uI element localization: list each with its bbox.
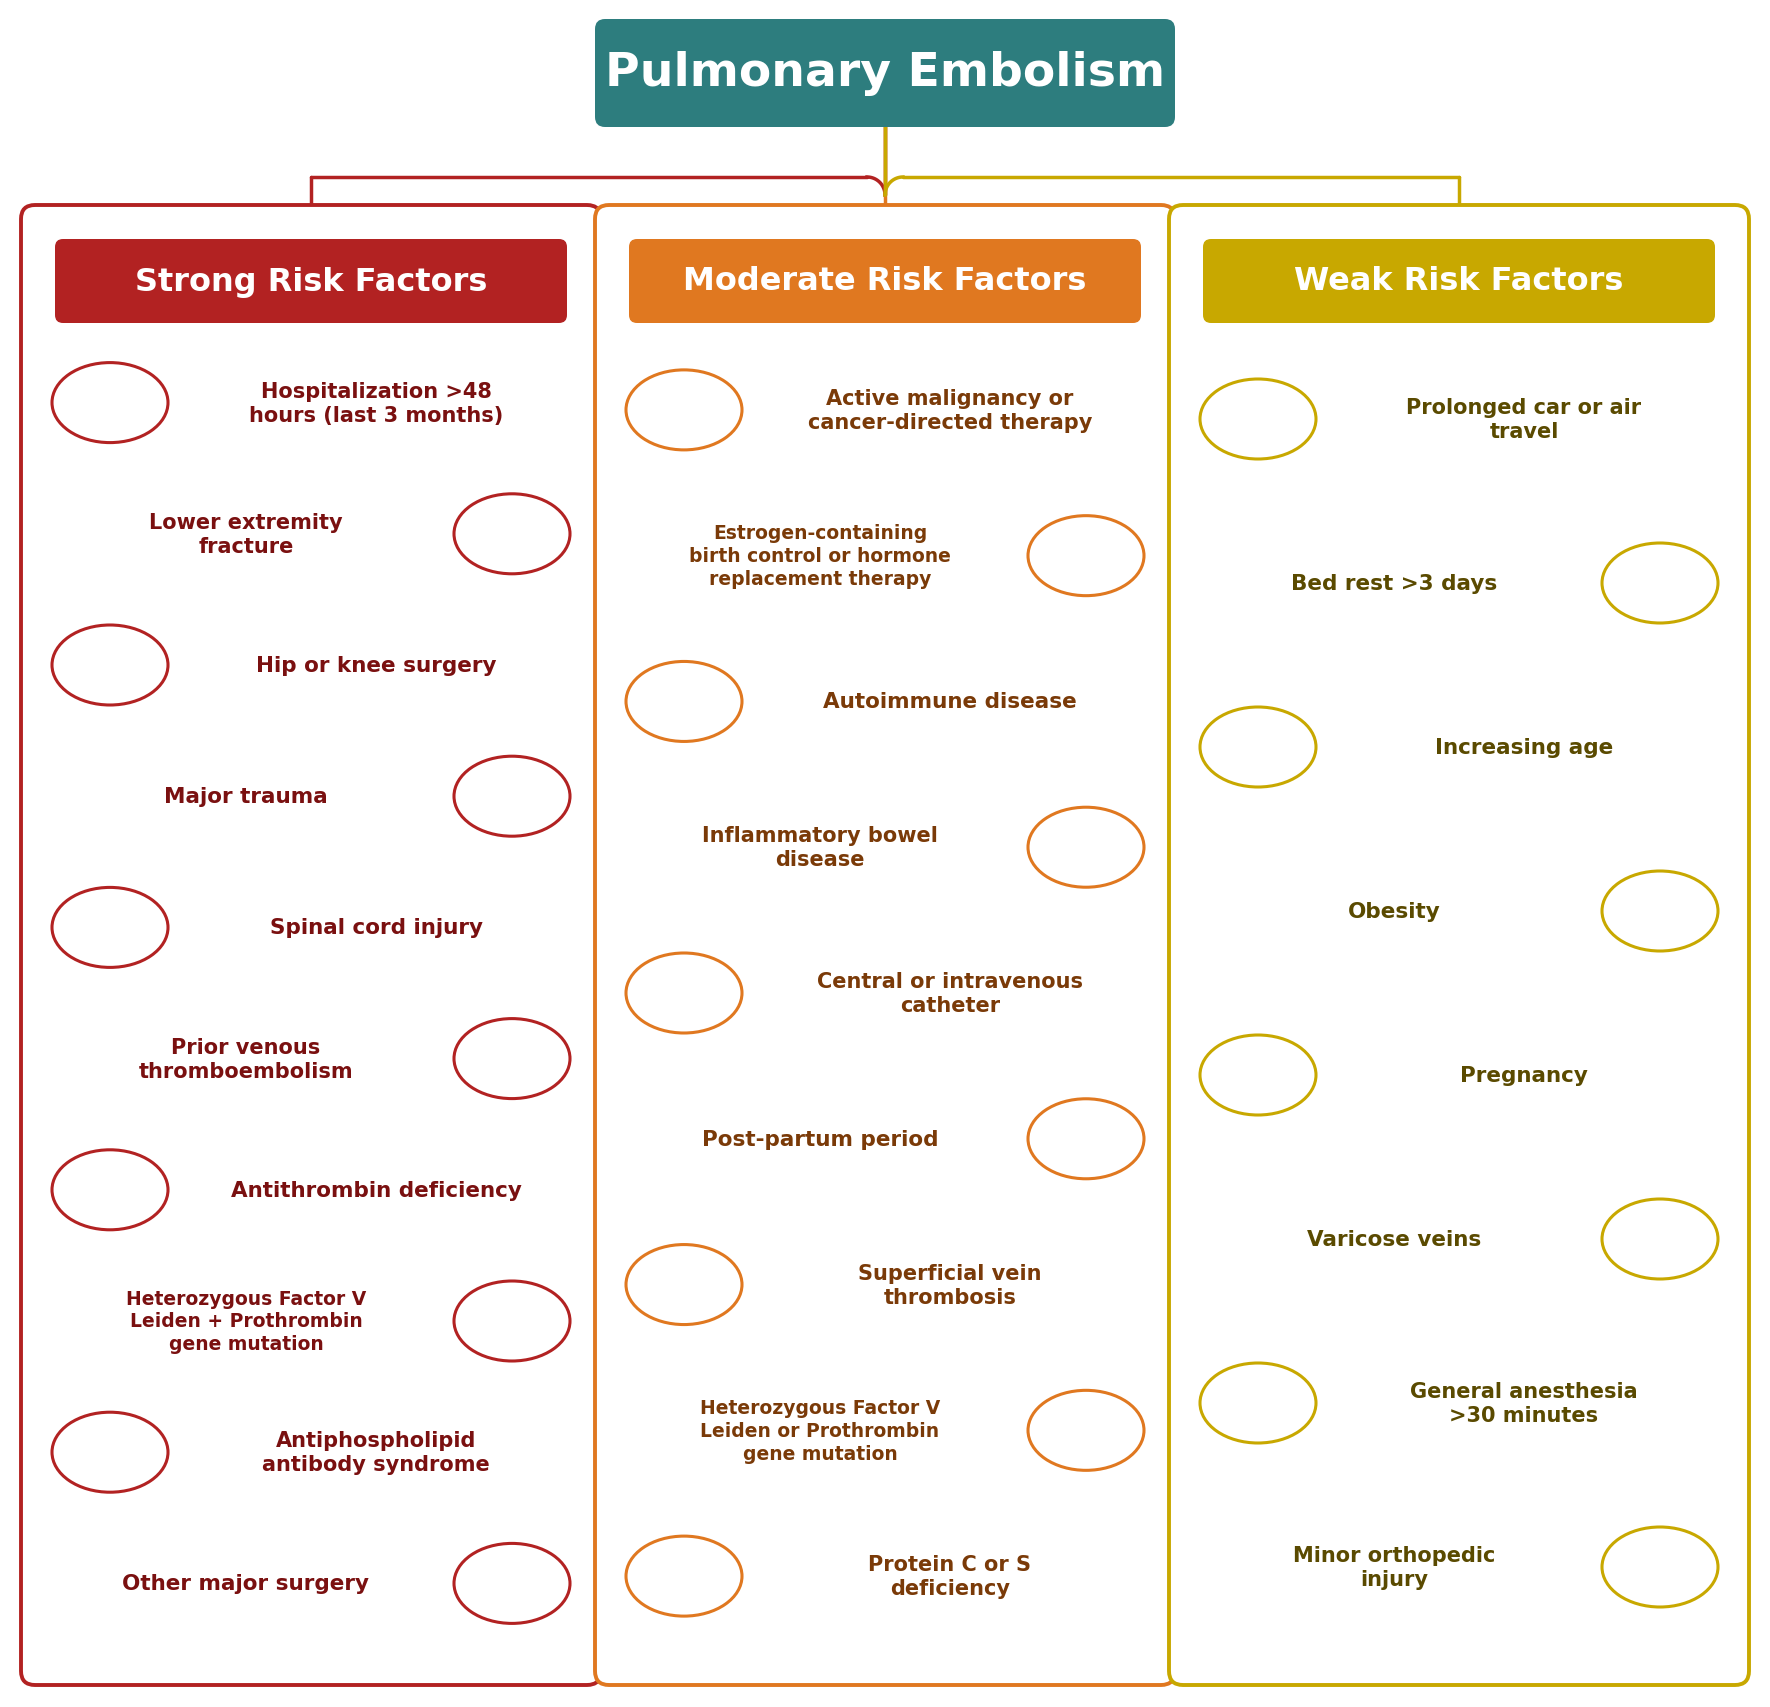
Ellipse shape: [51, 1151, 168, 1231]
Text: Other major surgery: Other major surgery: [122, 1574, 370, 1593]
Text: Lower extremity
fracture: Lower extremity fracture: [149, 512, 343, 556]
Text: Spinal cord injury: Spinal cord injury: [269, 918, 483, 937]
Text: Bed rest >3 days: Bed rest >3 days: [1290, 574, 1497, 594]
Ellipse shape: [453, 1019, 570, 1099]
Ellipse shape: [1200, 1364, 1317, 1442]
Ellipse shape: [627, 662, 742, 743]
Ellipse shape: [627, 1244, 742, 1325]
FancyBboxPatch shape: [628, 241, 1142, 324]
Text: Central or intravenous
catheter: Central or intravenous catheter: [818, 971, 1083, 1016]
Ellipse shape: [1028, 1391, 1143, 1470]
Ellipse shape: [453, 1282, 570, 1360]
Ellipse shape: [1028, 807, 1143, 888]
FancyBboxPatch shape: [595, 207, 1175, 1685]
Text: General anesthesia
>30 minutes: General anesthesia >30 minutes: [1411, 1381, 1637, 1425]
Text: Hospitalization >48
hours (last 3 months): Hospitalization >48 hours (last 3 months…: [250, 381, 503, 425]
Text: Obesity: Obesity: [1347, 901, 1441, 922]
Ellipse shape: [1602, 545, 1719, 623]
Text: Estrogen-containing
birth control or hormone
replacement therapy: Estrogen-containing birth control or hor…: [689, 524, 950, 589]
Ellipse shape: [453, 756, 570, 836]
Text: Hip or knee surgery: Hip or knee surgery: [255, 655, 496, 676]
Ellipse shape: [627, 954, 742, 1033]
Ellipse shape: [627, 370, 742, 451]
Ellipse shape: [1028, 516, 1143, 596]
Text: Heterozygous Factor V
Leiden + Prothrombin
gene mutation: Heterozygous Factor V Leiden + Prothromb…: [126, 1289, 366, 1354]
Text: Autoimmune disease: Autoimmune disease: [823, 691, 1076, 712]
Ellipse shape: [1200, 1036, 1317, 1115]
FancyBboxPatch shape: [55, 241, 566, 324]
Ellipse shape: [51, 1412, 168, 1492]
Text: Prior venous
thromboembolism: Prior venous thromboembolism: [138, 1036, 354, 1081]
FancyBboxPatch shape: [21, 207, 602, 1685]
Text: Increasing age: Increasing age: [1435, 737, 1612, 758]
Ellipse shape: [1028, 1099, 1143, 1180]
Text: Varicose veins: Varicose veins: [1306, 1229, 1481, 1250]
Text: Minor orthopedic
injury: Minor orthopedic injury: [1292, 1545, 1496, 1589]
Text: Protein C or S
deficiency: Protein C or S deficiency: [869, 1553, 1032, 1598]
Text: Active malignancy or
cancer-directed therapy: Active malignancy or cancer-directed the…: [807, 389, 1092, 432]
Text: Moderate Risk Factors: Moderate Risk Factors: [683, 266, 1087, 297]
Text: Major trauma: Major trauma: [165, 787, 327, 807]
Text: Strong Risk Factors: Strong Risk Factors: [135, 266, 487, 297]
Ellipse shape: [1602, 1528, 1719, 1606]
Text: Heterozygous Factor V
Leiden or Prothrombin
gene mutation: Heterozygous Factor V Leiden or Prothrom…: [699, 1398, 940, 1463]
FancyBboxPatch shape: [1204, 241, 1715, 324]
Ellipse shape: [51, 888, 168, 968]
Text: Pregnancy: Pregnancy: [1460, 1065, 1588, 1086]
FancyBboxPatch shape: [1168, 207, 1749, 1685]
Text: Antithrombin deficiency: Antithrombin deficiency: [230, 1180, 522, 1200]
Ellipse shape: [51, 626, 168, 705]
Text: Antiphospholipid
antibody syndrome: Antiphospholipid antibody syndrome: [262, 1430, 490, 1475]
Ellipse shape: [453, 495, 570, 575]
Text: Pulmonary Embolism: Pulmonary Embolism: [605, 51, 1165, 96]
Text: Inflammatory bowel
disease: Inflammatory bowel disease: [703, 826, 938, 869]
Text: Superficial vein
thrombosis: Superficial vein thrombosis: [858, 1263, 1043, 1308]
Ellipse shape: [1200, 708, 1317, 787]
Ellipse shape: [1200, 379, 1317, 459]
Text: Post-partum period: Post-partum period: [701, 1128, 938, 1149]
Text: Prolonged car or air
travel: Prolonged car or air travel: [1407, 398, 1641, 442]
Ellipse shape: [453, 1543, 570, 1623]
Ellipse shape: [627, 1536, 742, 1617]
Text: Weak Risk Factors: Weak Risk Factors: [1294, 266, 1623, 297]
Ellipse shape: [1602, 872, 1719, 951]
Ellipse shape: [1602, 1200, 1719, 1279]
FancyBboxPatch shape: [595, 20, 1175, 128]
Ellipse shape: [51, 364, 168, 444]
